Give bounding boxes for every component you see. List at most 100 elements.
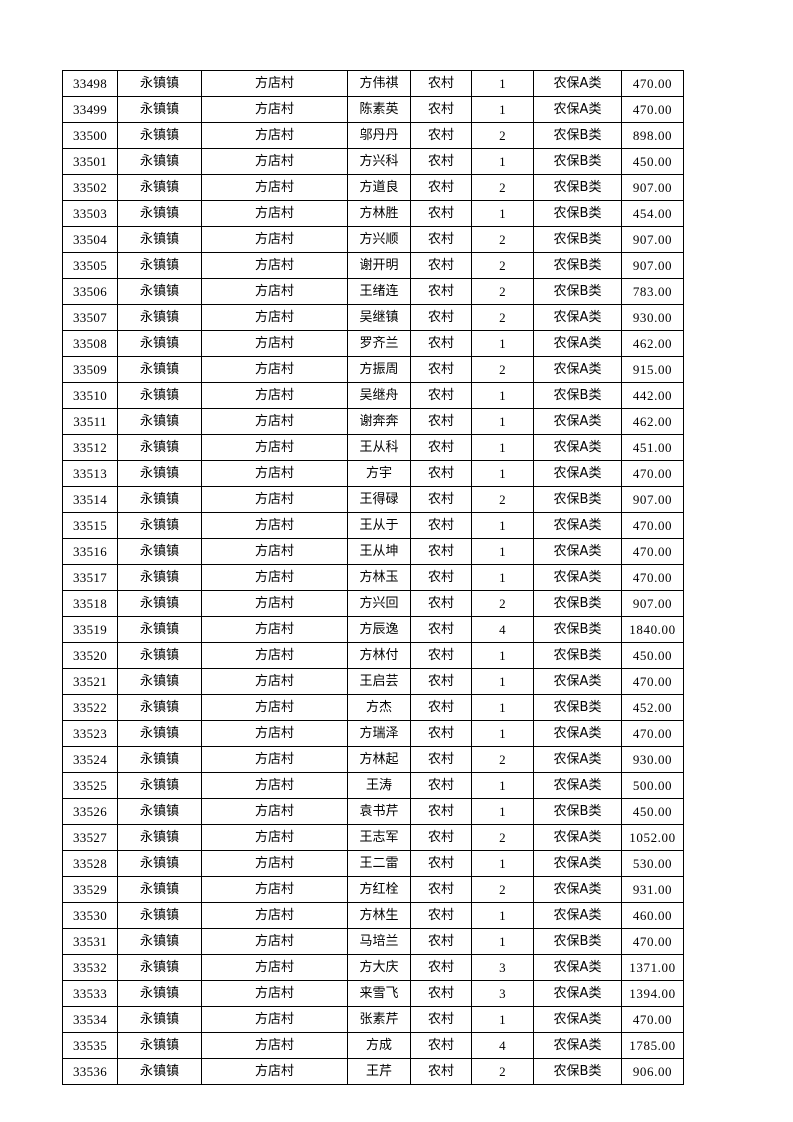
cell-household-type: 农村 <box>410 252 472 279</box>
table-row: 33522 永镇镇 方店村 方杰 农村 1 农保B类 452.00 <box>62 694 684 721</box>
cell-serial-number: 33508 <box>62 330 118 357</box>
cell-town: 永镇镇 <box>117 330 202 357</box>
cell-amount: 450.00 <box>621 148 684 175</box>
cell-amount: 930.00 <box>621 746 684 773</box>
cell-people-count: 2 <box>471 876 534 903</box>
cell-town: 永镇镇 <box>117 850 202 877</box>
cell-village: 方店村 <box>201 798 348 825</box>
cell-household-type: 农村 <box>410 434 472 461</box>
cell-insurance-class: 农保B类 <box>533 798 622 825</box>
cell-town: 永镇镇 <box>117 1006 202 1033</box>
table-row: 33523 永镇镇 方店村 方瑞泽 农村 1 农保A类 470.00 <box>62 720 684 747</box>
cell-household-type: 农村 <box>410 278 472 305</box>
table-row: 33526 永镇镇 方店村 袁书芹 农村 1 农保B类 450.00 <box>62 798 684 825</box>
cell-serial-number: 33524 <box>62 746 118 773</box>
table-row: 33525 永镇镇 方店村 王涛 农村 1 农保A类 500.00 <box>62 772 684 799</box>
cell-person-name: 方宇 <box>347 460 411 487</box>
table-row: 33501 永镇镇 方店村 方兴科 农村 1 农保B类 450.00 <box>62 148 684 175</box>
cell-town: 永镇镇 <box>117 980 202 1007</box>
cell-town: 永镇镇 <box>117 96 202 123</box>
cell-people-count: 1 <box>471 538 534 565</box>
cell-insurance-class: 农保B类 <box>533 226 622 253</box>
cell-village: 方店村 <box>201 122 348 149</box>
cell-town: 永镇镇 <box>117 954 202 981</box>
cell-amount: 470.00 <box>621 1006 684 1033</box>
cell-insurance-class: 农保A类 <box>533 70 622 97</box>
cell-person-name: 方林生 <box>347 902 411 929</box>
cell-household-type: 农村 <box>410 850 472 877</box>
cell-insurance-class: 农保A类 <box>533 1032 622 1059</box>
cell-insurance-class: 农保A类 <box>533 304 622 331</box>
cell-amount: 450.00 <box>621 798 684 825</box>
cell-serial-number: 33526 <box>62 798 118 825</box>
cell-town: 永镇镇 <box>117 928 202 955</box>
cell-serial-number: 33507 <box>62 304 118 331</box>
cell-insurance-class: 农保A类 <box>533 980 622 1007</box>
cell-town: 永镇镇 <box>117 694 202 721</box>
cell-person-name: 袁书芹 <box>347 798 411 825</box>
cell-serial-number: 33514 <box>62 486 118 513</box>
cell-person-name: 王从于 <box>347 512 411 539</box>
table-row: 33513 永镇镇 方店村 方宇 农村 1 农保A类 470.00 <box>62 460 684 487</box>
cell-people-count: 4 <box>471 1032 534 1059</box>
cell-insurance-class: 农保A类 <box>533 512 622 539</box>
cell-insurance-class: 农保B类 <box>533 122 622 149</box>
cell-amount: 470.00 <box>621 720 684 747</box>
cell-village: 方店村 <box>201 564 348 591</box>
table-row: 33520 永镇镇 方店村 方林付 农村 1 农保B类 450.00 <box>62 642 684 669</box>
cell-person-name: 马培兰 <box>347 928 411 955</box>
cell-household-type: 农村 <box>410 954 472 981</box>
cell-serial-number: 33531 <box>62 928 118 955</box>
cell-household-type: 农村 <box>410 668 472 695</box>
cell-people-count: 1 <box>471 720 534 747</box>
cell-town: 永镇镇 <box>117 512 202 539</box>
cell-town: 永镇镇 <box>117 200 202 227</box>
cell-serial-number: 33512 <box>62 434 118 461</box>
cell-village: 方店村 <box>201 928 348 955</box>
cell-village: 方店村 <box>201 1058 348 1085</box>
cell-insurance-class: 农保A类 <box>533 824 622 851</box>
cell-village: 方店村 <box>201 772 348 799</box>
cell-person-name: 谢奔奔 <box>347 408 411 435</box>
cell-insurance-class: 农保A类 <box>533 460 622 487</box>
table-row: 33503 永镇镇 方店村 方林胜 农村 1 农保B类 454.00 <box>62 200 684 227</box>
cell-town: 永镇镇 <box>117 642 202 669</box>
cell-village: 方店村 <box>201 148 348 175</box>
cell-serial-number: 33510 <box>62 382 118 409</box>
cell-household-type: 农村 <box>410 694 472 721</box>
table-row: 33509 永镇镇 方店村 方振周 农村 2 农保A类 915.00 <box>62 356 684 383</box>
cell-village: 方店村 <box>201 902 348 929</box>
cell-amount: 1371.00 <box>621 954 684 981</box>
cell-town: 永镇镇 <box>117 148 202 175</box>
cell-insurance-class: 农保B类 <box>533 252 622 279</box>
cell-serial-number: 33516 <box>62 538 118 565</box>
cell-village: 方店村 <box>201 538 348 565</box>
cell-person-name: 方林胜 <box>347 200 411 227</box>
cell-household-type: 农村 <box>410 70 472 97</box>
cell-serial-number: 33504 <box>62 226 118 253</box>
cell-people-count: 2 <box>471 122 534 149</box>
cell-town: 永镇镇 <box>117 226 202 253</box>
cell-amount: 907.00 <box>621 486 684 513</box>
cell-town: 永镇镇 <box>117 746 202 773</box>
cell-person-name: 王志军 <box>347 824 411 851</box>
cell-amount: 470.00 <box>621 564 684 591</box>
table-row: 33510 永镇镇 方店村 吴继舟 农村 1 农保B类 442.00 <box>62 382 684 409</box>
cell-insurance-class: 农保A类 <box>533 564 622 591</box>
cell-amount: 470.00 <box>621 96 684 123</box>
table-row: 33505 永镇镇 方店村 谢开明 农村 2 农保B类 907.00 <box>62 252 684 279</box>
cell-village: 方店村 <box>201 460 348 487</box>
cell-village: 方店村 <box>201 590 348 617</box>
cell-insurance-class: 农保A类 <box>533 434 622 461</box>
cell-household-type: 农村 <box>410 460 472 487</box>
cell-people-count: 1 <box>471 642 534 669</box>
cell-village: 方店村 <box>201 616 348 643</box>
cell-person-name: 方杰 <box>347 694 411 721</box>
cell-village: 方店村 <box>201 70 348 97</box>
table-row: 33508 永镇镇 方店村 罗齐兰 农村 1 农保A类 462.00 <box>62 330 684 357</box>
cell-village: 方店村 <box>201 850 348 877</box>
cell-household-type: 农村 <box>410 564 472 591</box>
cell-serial-number: 33501 <box>62 148 118 175</box>
table-row: 33524 永镇镇 方店村 方林起 农村 2 农保A类 930.00 <box>62 746 684 773</box>
cell-village: 方店村 <box>201 278 348 305</box>
